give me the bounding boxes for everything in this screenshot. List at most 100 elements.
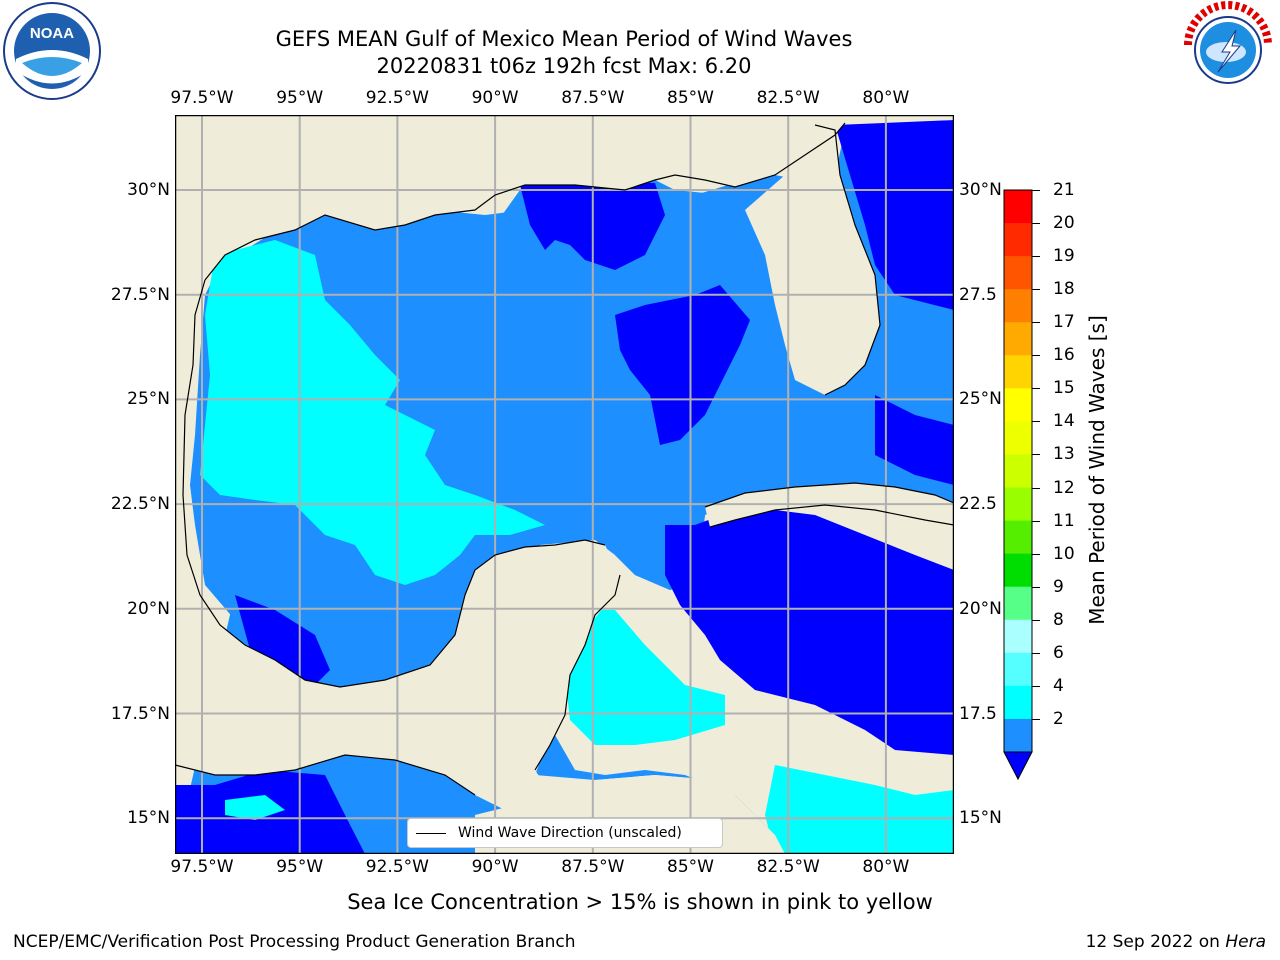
lon-tick-label: 80°W: [862, 88, 910, 108]
lat-tick-label: 17.5: [959, 703, 997, 724]
colorbar: [1003, 189, 1033, 781]
colorbar-tick-label: 4: [1053, 675, 1064, 696]
colorbar-tick-label: 20: [1053, 213, 1075, 234]
dark-blue-zone: [235, 595, 330, 685]
chart-subtitle: 20220831 t06z 192h fcst Max: 6.20: [376, 54, 752, 78]
colorbar-tick-mark: [1032, 487, 1040, 489]
colorbar-tick-label: 17: [1053, 312, 1075, 333]
land-yucatan: [435, 540, 615, 780]
lat-tick-label: 15°N: [959, 808, 1002, 829]
graticule: [175, 115, 954, 854]
colorbar-tick-mark: [1032, 289, 1040, 291]
colorbar-cell: [1004, 553, 1032, 588]
legend-line-swatch: [416, 832, 446, 834]
lon-tick-label: 82.5°W: [756, 857, 820, 877]
colorbar-cell: [1004, 289, 1032, 323]
legend-label: Wind Wave Direction (unscaled): [458, 825, 682, 841]
lon-tick-label: 90°W: [471, 88, 519, 108]
map-panel: [175, 115, 954, 854]
colorbar-cell: [1004, 322, 1032, 356]
colorbar-cell: [1004, 190, 1032, 224]
map-frame: [175, 115, 954, 854]
lon-tick-label: 97.5°W: [170, 857, 234, 877]
lat-tick-label: 15°N: [127, 808, 170, 829]
date-stamp: 12 Sep 2022 on Hera: [1086, 932, 1266, 952]
colorbar-tick-label: 12: [1053, 477, 1075, 498]
lon-tick-label: 87.5°W: [561, 857, 625, 877]
colorbar-tick-label: 6: [1053, 642, 1064, 663]
chart-title: GEFS MEAN Gulf of Mexico Mean Period of …: [275, 27, 853, 51]
lat-tick-label: 17.5°N: [110, 703, 170, 724]
noaa-logo-text: NOAA: [30, 25, 74, 42]
lat-tick-label: 30°N: [959, 180, 1002, 200]
colorbar-cell: [1004, 619, 1032, 654]
lon-tick-label: 95°W: [276, 857, 324, 877]
colorbar-cell: [1004, 223, 1032, 257]
colorbar-tick-label: 10: [1053, 543, 1075, 564]
colorbar-extend-triangle: [1003, 751, 1033, 781]
land-texas-louisiana: [175, 115, 954, 854]
credit-text: NCEP/EMC/Verification Post Processing Pr…: [13, 932, 576, 952]
colorbar-tick-mark: [1032, 421, 1040, 423]
dark-blue-zone: [615, 285, 750, 445]
colorbar-cell: [1004, 520, 1032, 555]
lat-tick-label: 30°N: [127, 180, 170, 200]
lon-tick-label: 92.5°W: [365, 857, 429, 877]
coastline: [175, 122, 954, 796]
colorbar-tick-label: 18: [1053, 279, 1075, 300]
dark-blue-zone: [665, 510, 954, 755]
lat-tick-label: 27.5: [959, 284, 997, 305]
colorbar-cell: [1004, 586, 1032, 621]
colorbar-tick-label: 8: [1053, 609, 1064, 630]
colorbar-cell: [1004, 685, 1032, 720]
colorbar-tick-label: 21: [1053, 180, 1075, 200]
colorbar-tick-label: 2: [1053, 708, 1064, 729]
colorbar-cell: [1004, 421, 1032, 455]
nws-logo: [1178, 0, 1278, 100]
lat-tick-label: 22.5: [959, 494, 997, 515]
colorbar-tick-label: 15: [1053, 378, 1075, 399]
lat-tick-label: 25°N: [127, 389, 170, 410]
sea-ice-note: Sea Ice Concentration > 15% is shown in …: [347, 890, 933, 914]
dark-blue-zone: [875, 395, 954, 485]
colorbar-tick-mark: [1032, 718, 1040, 720]
lat-tick-label: 25°N: [959, 389, 1002, 410]
colorbar-tick-mark: [1032, 685, 1040, 687]
colorbar-tick-mark: [1032, 322, 1040, 324]
land-florida: [745, 125, 880, 395]
colorbar-tick-mark: [1032, 190, 1040, 191]
lon-tick-label: 97.5°W: [170, 88, 234, 108]
colorbar-tick-mark: [1032, 454, 1040, 456]
colorbar-tick-label: 19: [1053, 246, 1075, 267]
lon-tick-label: 85°W: [667, 857, 714, 877]
lon-tick-label: 82.5°W: [756, 88, 820, 108]
colorbar-tick-mark: [1032, 256, 1040, 258]
colorbar-cell: [1004, 652, 1032, 687]
colorbar-tick-mark: [1032, 652, 1040, 654]
colorbar-tick-label: 16: [1053, 345, 1075, 366]
lon-tick-label: 92.5°W: [365, 88, 429, 108]
colorbar-cell: [1004, 454, 1032, 489]
lon-tick-label: 87.5°W: [561, 88, 625, 108]
lat-tick-label: 27.5°N: [110, 284, 170, 305]
colorbar-tick-label: 13: [1053, 444, 1075, 465]
colorbar-label: Mean Period of Wind Waves [s]: [1085, 315, 1109, 625]
colorbar-tick-mark: [1032, 520, 1040, 522]
lon-tick-label: 90°W: [471, 857, 519, 877]
cyan-zone: [565, 610, 725, 745]
colorbar-cell: [1004, 718, 1032, 753]
colorbar-tick-mark: [1032, 553, 1040, 555]
colorbar-tick-mark: [1032, 355, 1040, 357]
colorbar-tick-label: 14: [1053, 411, 1075, 432]
cyan-zone: [225, 795, 285, 820]
colorbar-cell: [1004, 487, 1032, 522]
map-legend: Wind Wave Direction (unscaled): [407, 818, 723, 848]
colorbar-cell: [1004, 355, 1032, 389]
colorbar-tick-mark: [1032, 586, 1040, 588]
colorbar-tick-mark: [1032, 388, 1040, 390]
noaa-logo: NOAA: [2, 1, 102, 101]
colorbar-tick-label: 9: [1053, 576, 1064, 597]
cyan-zone: [200, 240, 545, 585]
colorbar-cell: [1004, 388, 1032, 422]
machine-name: Hera: [1225, 932, 1266, 952]
